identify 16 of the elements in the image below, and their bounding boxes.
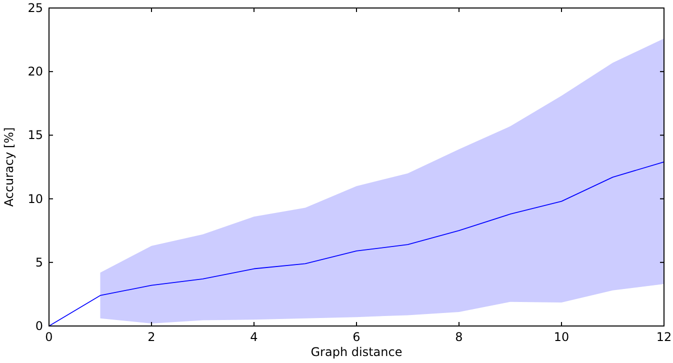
x-axis-title: Graph distance (310, 345, 402, 359)
y-axis-title: Accuracy [%] (2, 127, 16, 207)
y-tick-label: 20 (28, 64, 43, 79)
x-tick-label: 2 (148, 330, 156, 344)
x-tick-label: 10 (554, 330, 570, 344)
x-tick-label: 6 (352, 330, 360, 344)
x-tick-label: 4 (250, 330, 258, 344)
x-tick-label: 8 (455, 330, 463, 344)
x-tick-label: 0 (45, 330, 53, 344)
y-tick-label: 0 (35, 319, 43, 333)
y-tick-label: 25 (28, 1, 43, 15)
x-tick-label: 12 (656, 330, 672, 344)
line-series (48, 161, 664, 326)
y-tick-label: 10 (28, 192, 43, 206)
y-tick-label: 15 (28, 128, 43, 142)
y-tick-label: 5 (35, 255, 43, 270)
